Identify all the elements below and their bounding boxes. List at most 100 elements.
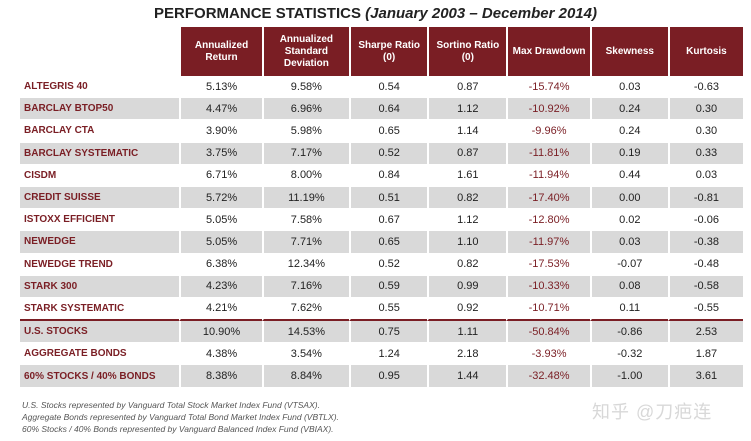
table-cell: 0.03 [589, 76, 668, 99]
table-cell: 0.55 [349, 297, 428, 322]
footnote: Aggregate Bonds represented by Vanguard … [22, 412, 339, 422]
table-row: NEWEDGE 5.05% 7.71% 0.65 1.10 -11.97% 0.03 -0.3… [20, 231, 743, 254]
table-cell: 0.82 [427, 186, 507, 210]
table-body: ALTEGRIS 40 5.13% 9.58% 0.54 0.87 -15.74% 0.03… [20, 76, 743, 388]
column-header: Sortino Ratio (0) [427, 27, 507, 76]
table-cell: -3.93% [506, 343, 590, 366]
title-subtitle: (January 2003 – December 2014) [365, 5, 597, 22]
table-cell: 3.75% [179, 142, 262, 165]
table-cell: 0.08 [589, 275, 668, 298]
table-cell: -0.32 [589, 343, 668, 366]
table-cell: -1.00 [589, 365, 668, 388]
table-cell: 7.16% [261, 275, 350, 298]
table-cell: -50.84% [506, 321, 590, 344]
table-cell: 6.96% [261, 98, 350, 121]
table-cell: 0.51 [349, 186, 428, 210]
table-cell: 0.95 [349, 365, 428, 388]
table-cell: 6.38% [179, 253, 262, 276]
table-cell: 3.54% [261, 343, 350, 366]
row-label: CREDIT SUISSE [20, 186, 180, 210]
table-cell: -0.81 [667, 186, 743, 210]
table-row: STARK 300 4.23% 7.16% 0.59 0.99 -10.33% 0.08 -0… [20, 275, 743, 298]
table-cell: 1.61 [427, 164, 507, 187]
table-cell: -32.48% [506, 365, 590, 388]
row-label: ALTEGRIS 40 [20, 76, 180, 99]
table-row: BARCLAY BTOP50 4.47% 6.96% 0.64 1.12 -10.92% 0… [20, 98, 743, 121]
table-row: CREDIT SUISSE 5.72% 11.19% 0.51 0.82 -17.40% 0… [20, 186, 743, 210]
row-label: NEWEDGE [20, 231, 180, 254]
footnotes: U.S. Stocks represented by Vanguard Tota… [22, 399, 339, 435]
table-cell: 5.13% [179, 76, 262, 99]
table-cell: -15.74% [506, 76, 590, 99]
table-cell: -9.96% [506, 120, 590, 143]
column-header: Max Drawdown [506, 27, 590, 76]
row-label: AGGREGATE BONDS [20, 343, 180, 366]
table-cell: 5.05% [179, 209, 262, 232]
table-cell: -10.71% [506, 297, 590, 322]
performance-table: Annualized Return Annualized Standard De… [20, 27, 743, 388]
table-cell: 1.14 [427, 120, 507, 143]
table-cell: 4.38% [179, 343, 262, 366]
row-label: NEWEDGE TREND [20, 254, 180, 276]
row-label: ISTOXX EFFICIENT [20, 209, 180, 232]
column-header: Annualized Standard Deviation [261, 27, 350, 76]
table-cell: 0.54 [349, 76, 428, 99]
table-cell: 0.44 [589, 164, 668, 187]
footnote: U.S. Stocks represented by Vanguard Tota… [22, 400, 320, 410]
table-row: BARCLAY SYSTEMATIC 3.75% 7.17% 0.52 0.87 -11.… [20, 142, 743, 165]
column-header: Skewness [589, 27, 668, 76]
table-cell: 8.38% [179, 365, 262, 388]
row-label: BARCLAY SYSTEMATIC [20, 142, 180, 165]
table-cell: 5.98% [261, 120, 350, 143]
table-cell: 8.00% [261, 164, 350, 187]
table-cell: 1.12 [427, 98, 507, 121]
table-row: NEWEDGE TREND 6.38% 12.34% 0.52 0.82 -17.53% -… [20, 253, 743, 276]
header-blank [20, 27, 180, 76]
table-cell: 0.24 [589, 98, 668, 121]
table-cell: 5.05% [179, 231, 262, 254]
table-cell: 7.71% [261, 231, 350, 254]
table-cell: -11.97% [506, 231, 590, 254]
table-cell: 0.03 [589, 231, 668, 254]
table-cell: -11.94% [506, 164, 590, 187]
table-cell: 6.71% [179, 164, 262, 187]
watermark-text: 知乎 @刀疤连 [592, 402, 713, 422]
table-header: Annualized Return Annualized Standard De… [20, 27, 743, 76]
watermark: 知乎 @刀疤连 [592, 398, 712, 424]
row-label: 60% STOCKS / 40% BONDS [20, 365, 180, 388]
table-cell: -10.33% [506, 275, 590, 298]
table-row: CISDM 6.71% 8.00% 0.84 1.61 -11.94% 0.44 0.03 [20, 164, 743, 187]
table-cell: 14.53% [261, 321, 350, 344]
table-cell: 0.65 [349, 120, 428, 143]
table-cell: 0.30 [667, 120, 743, 143]
table-cell: 1.24 [349, 343, 428, 366]
table-row: 60% STOCKS / 40% BONDS 8.38% 8.84% 0.95 1.44… [20, 365, 743, 388]
row-label: STARK SYSTEMATIC [20, 298, 180, 322]
table-cell: 0.52 [349, 142, 428, 165]
table-cell: 0.67 [349, 209, 428, 232]
table-cell: 9.58% [261, 76, 350, 99]
table-cell: 0.59 [349, 275, 428, 298]
table-cell: 4.21% [179, 297, 262, 322]
header-row: Annualized Return Annualized Standard De… [20, 27, 743, 76]
title-main: PERFORMANCE STATISTICS [154, 5, 361, 22]
table-cell: 8.84% [261, 365, 350, 388]
table-cell: 3.90% [179, 120, 262, 143]
table-cell: 0.00 [589, 186, 668, 210]
table-row: ISTOXX EFFICIENT 5.05% 7.58% 0.67 1.12 -12.80… [20, 209, 743, 232]
table-row: BARCLAY CTA 3.90% 5.98% 0.65 1.14 -9.96% 0.24 0… [20, 120, 743, 143]
table-cell: -12.80% [506, 209, 590, 232]
table-cell: 0.30 [667, 98, 743, 121]
table-cell: 0.75 [349, 321, 428, 344]
table-cell: 4.47% [179, 98, 262, 121]
table-cell: 7.62% [261, 297, 350, 322]
table-cell: -0.38 [667, 231, 743, 254]
table-cell: -0.48 [667, 253, 743, 276]
table-cell: 0.92 [427, 297, 507, 322]
row-label: BARCLAY BTOP50 [20, 98, 180, 121]
table-cell: -10.92% [506, 98, 590, 121]
table-cell: -0.07 [589, 253, 668, 276]
footnote: 60% Stocks / 40% Bonds represented by Va… [22, 424, 334, 434]
row-label: U.S. STOCKS [20, 321, 180, 344]
table-cell: -0.58 [667, 275, 743, 298]
